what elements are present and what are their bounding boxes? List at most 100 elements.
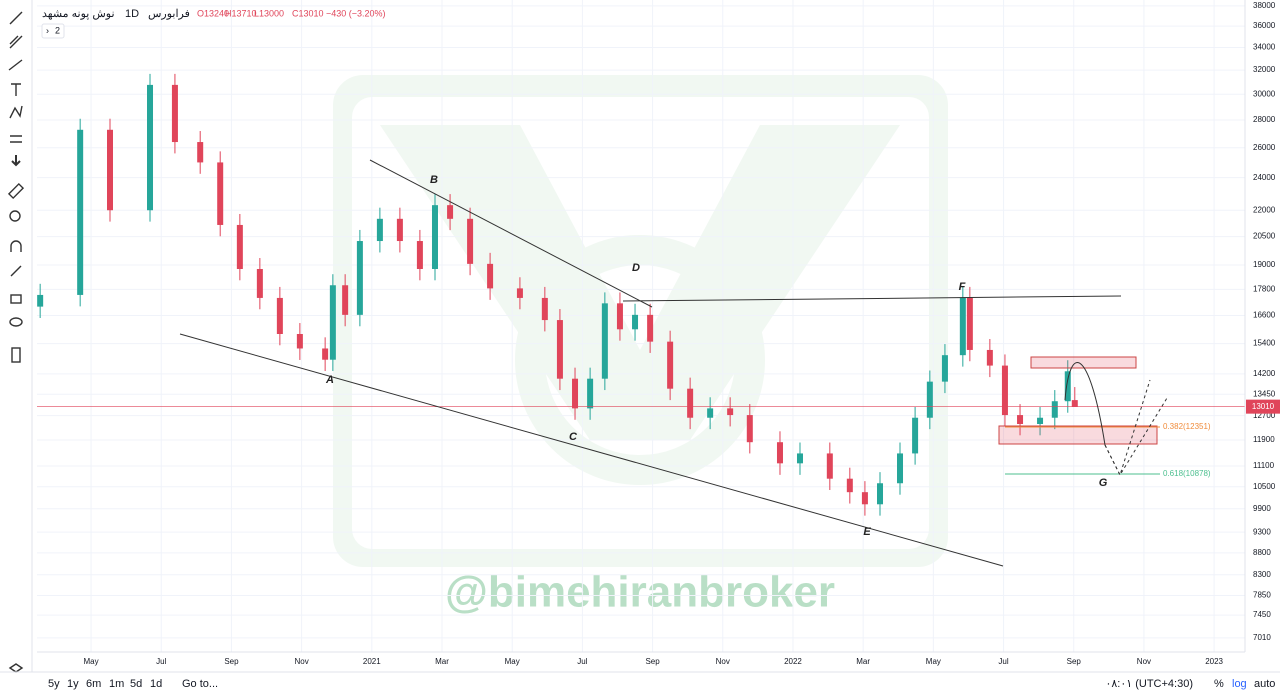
annotation: G bbox=[1099, 477, 1108, 489]
candle-body bbox=[707, 408, 714, 418]
candle-body bbox=[147, 84, 154, 211]
x-tick-label: 2023 bbox=[1205, 657, 1223, 666]
candle-body bbox=[1001, 365, 1008, 416]
y-tick-label: 19000 bbox=[1253, 260, 1276, 269]
candle-body bbox=[37, 294, 44, 307]
candle-body bbox=[296, 333, 303, 349]
y-tick-label: 12700 bbox=[1253, 411, 1276, 420]
y-tick-label: 17800 bbox=[1253, 285, 1276, 294]
x-tick-label: Mar bbox=[435, 657, 449, 666]
candle-body bbox=[1064, 371, 1071, 402]
annotation: D bbox=[632, 262, 640, 274]
left-toolbar bbox=[0, 0, 32, 672]
indicator-count: 2 bbox=[55, 25, 60, 35]
indicator-toggle[interactable] bbox=[41, 23, 65, 39]
y-tick-label: 13450 bbox=[1253, 389, 1276, 398]
x-tick-label: Nov bbox=[1137, 657, 1151, 666]
candle-body bbox=[986, 349, 993, 366]
range-button[interactable]: 1y bbox=[67, 678, 79, 690]
candle-body bbox=[376, 218, 383, 242]
y-tick-label: 8800 bbox=[1253, 548, 1271, 557]
candle-body bbox=[1051, 401, 1058, 418]
x-tick-label: Jul bbox=[156, 657, 166, 666]
y-tick-label: 7010 bbox=[1253, 633, 1271, 642]
candle-body bbox=[941, 355, 948, 382]
y-tick-label: 14200 bbox=[1253, 369, 1276, 378]
candle-body bbox=[587, 378, 594, 409]
y-tick-label: 22000 bbox=[1253, 205, 1276, 214]
candle-body bbox=[322, 348, 329, 360]
last-price-label: 13010 bbox=[1252, 402, 1275, 411]
candle-body bbox=[342, 285, 349, 315]
candle-body bbox=[616, 303, 623, 330]
candle-body bbox=[667, 341, 674, 389]
x-tick-label: May bbox=[926, 657, 941, 666]
candle-body bbox=[329, 285, 336, 360]
candle-body bbox=[396, 218, 403, 242]
candle-body bbox=[106, 129, 113, 211]
goto-button[interactable]: Go to... bbox=[182, 678, 218, 690]
candle-body bbox=[556, 320, 563, 379]
range-button[interactable]: 5y bbox=[48, 678, 60, 690]
candle-body bbox=[516, 288, 523, 298]
range-button[interactable]: 1d bbox=[150, 678, 162, 690]
candle-body bbox=[912, 417, 919, 454]
range-button[interactable]: 5d bbox=[130, 678, 142, 690]
x-tick-label: May bbox=[83, 657, 98, 666]
symbol: نوش پونه مشهد bbox=[42, 8, 115, 20]
candle-body bbox=[447, 205, 454, 219]
svg-text:›: › bbox=[46, 25, 49, 35]
y-tick-label: 10500 bbox=[1253, 482, 1276, 491]
candle-body bbox=[796, 453, 803, 464]
header: نوش پونه مشهد 1D فرابورس O13240 H13710 L… bbox=[41, 8, 386, 39]
candle-body bbox=[687, 388, 694, 418]
x-tick-label: Sep bbox=[1067, 657, 1082, 666]
y-tick-label: 7450 bbox=[1253, 610, 1271, 619]
candle-body bbox=[1037, 417, 1044, 424]
candle-body bbox=[572, 378, 579, 409]
x-tick-label: Sep bbox=[224, 657, 239, 666]
candle-body bbox=[776, 442, 783, 464]
candle-body bbox=[197, 142, 204, 163]
y-tick-label: 8300 bbox=[1253, 570, 1271, 579]
fib-label: 0.382(12351) bbox=[1163, 422, 1211, 431]
candle-body bbox=[601, 303, 608, 379]
candle-body bbox=[632, 314, 639, 330]
x-tick-label: Sep bbox=[645, 657, 660, 666]
candle-body bbox=[431, 205, 438, 269]
candle-body bbox=[217, 162, 224, 225]
candle-body bbox=[1071, 400, 1078, 407]
range-button[interactable]: 1m bbox=[109, 678, 124, 690]
watermark-logo bbox=[333, 75, 948, 567]
annotation: A bbox=[325, 374, 334, 386]
candle-body bbox=[77, 129, 84, 295]
candle-body bbox=[959, 297, 966, 356]
y-tick-label: 16600 bbox=[1253, 311, 1276, 320]
x-tick-label: Jul bbox=[577, 657, 587, 666]
annotation: E bbox=[863, 526, 871, 538]
candle-body bbox=[416, 241, 423, 269]
candle-body bbox=[356, 241, 363, 315]
y-tick-label: 28000 bbox=[1253, 115, 1276, 124]
candle-body bbox=[966, 297, 973, 350]
candle-body bbox=[727, 408, 734, 416]
annotation: F bbox=[959, 281, 966, 293]
exchange: فرابورس bbox=[148, 8, 190, 20]
x-tick-label: Nov bbox=[716, 657, 730, 666]
x-tick-label: May bbox=[505, 657, 520, 666]
log-toggle[interactable]: log bbox=[1232, 678, 1247, 690]
y-tick-label: 9300 bbox=[1253, 527, 1271, 536]
y-tick-label: 30000 bbox=[1253, 89, 1276, 98]
x-tick-label: Jul bbox=[998, 657, 1008, 666]
drawings bbox=[179, 159, 1168, 567]
y-tick-label: 26000 bbox=[1253, 143, 1276, 152]
percent-toggle[interactable]: % bbox=[1214, 678, 1224, 690]
auto-toggle[interactable]: auto bbox=[1254, 678, 1275, 690]
last-price-tag bbox=[1246, 399, 1280, 414]
range-button[interactable]: 6m bbox=[86, 678, 101, 690]
candle-body bbox=[541, 297, 548, 321]
fib-label: 0.618(10878) bbox=[1163, 469, 1211, 478]
ohlc-close: C13010 bbox=[292, 8, 324, 18]
annotation: B bbox=[430, 174, 438, 186]
